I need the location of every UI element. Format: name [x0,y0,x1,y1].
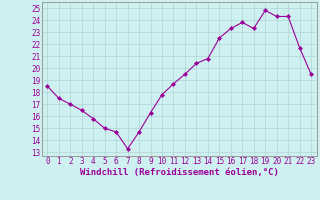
X-axis label: Windchill (Refroidissement éolien,°C): Windchill (Refroidissement éolien,°C) [80,168,279,177]
